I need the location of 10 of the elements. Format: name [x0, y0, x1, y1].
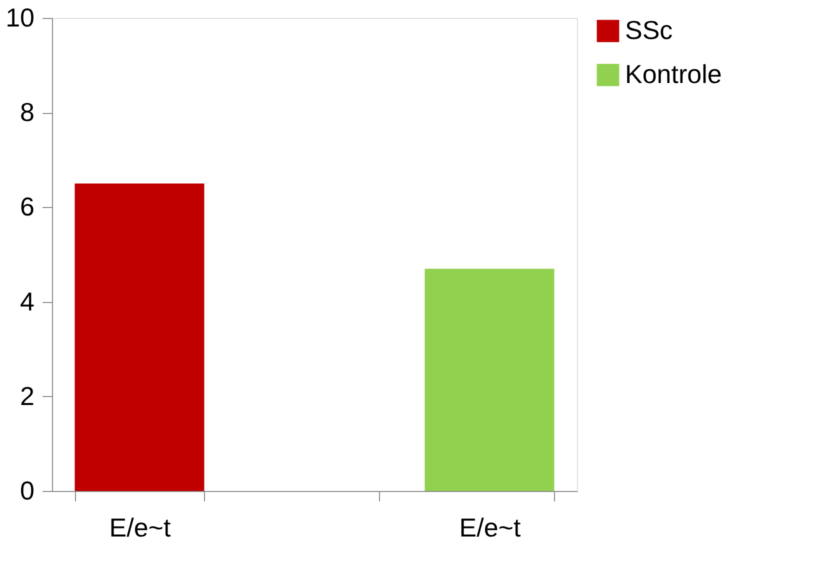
legend-label: SSc: [625, 15, 673, 45]
x-tick-label: E/e~t: [459, 512, 522, 542]
y-tick-label: 6: [20, 192, 34, 222]
y-tick-label: 2: [20, 380, 34, 411]
y-tick-label: 8: [20, 97, 34, 128]
legend-label: Kontrole: [625, 59, 722, 89]
y-tick-label: 4: [20, 286, 34, 316]
y-tick-label: 0: [20, 476, 34, 506]
x-tick-label: E/e~t: [109, 512, 172, 542]
y-tick-label: 10: [6, 2, 34, 32]
